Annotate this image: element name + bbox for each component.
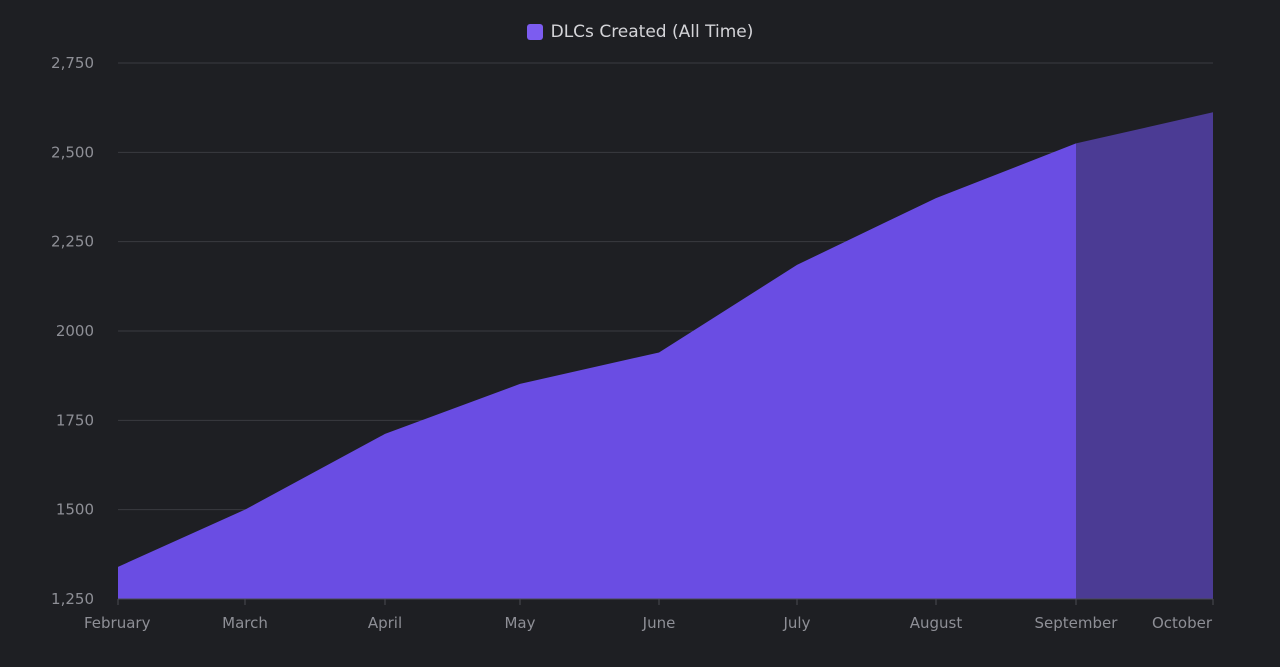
x-tick-label: September <box>1035 614 1119 632</box>
x-tick-label: February <box>84 614 151 632</box>
x-tick-label: March <box>222 614 268 632</box>
y-tick-label: 2,750 <box>51 54 94 72</box>
y-tick-label: 2,500 <box>51 143 94 161</box>
y-tick-label: 1750 <box>56 411 94 429</box>
y-tick-label: 1500 <box>56 501 94 519</box>
x-tick-label: May <box>504 614 535 632</box>
area-series-projected <box>1076 112 1213 599</box>
x-tick-label: June <box>642 614 676 632</box>
y-tick-label: 2000 <box>56 322 94 340</box>
x-tick-label: August <box>910 614 963 632</box>
legend[interactable]: DLCs Created (All Time) <box>0 22 1280 42</box>
x-tick-label: April <box>368 614 402 632</box>
legend-swatch <box>526 24 543 40</box>
y-tick-label: 1,250 <box>51 590 94 608</box>
area-series-actual <box>118 143 1076 599</box>
x-tick-label: July <box>783 614 811 632</box>
y-tick-label: 2,250 <box>51 233 94 251</box>
legend-label: DLCs Created (All Time) <box>550 22 754 42</box>
x-tick-label: October <box>1152 614 1213 632</box>
